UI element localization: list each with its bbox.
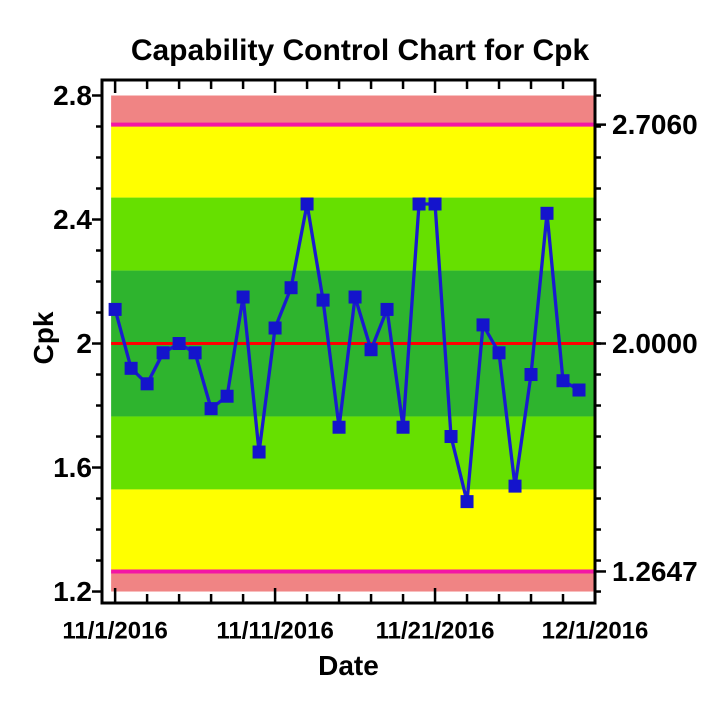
chart-title: Capability Control Chart for Cpk — [130, 34, 590, 67]
data-point-marker — [268, 321, 282, 335]
data-point-marker — [124, 361, 138, 375]
sigma-zone-band — [111, 124, 595, 198]
control-limit-label: 2.0000 — [612, 328, 698, 359]
x-axis-title: Date — [318, 650, 379, 681]
plot-frame — [100, 78, 597, 605]
data-point-marker — [572, 383, 586, 397]
data-point-marker — [428, 197, 442, 211]
data-point-marker — [396, 420, 410, 434]
data-point-marker — [460, 495, 474, 509]
y-tick-label: 2.8 — [53, 80, 92, 111]
data-point-marker — [252, 445, 266, 459]
sigma-zone-band — [111, 197, 595, 271]
data-point-marker — [236, 290, 250, 304]
y-axis-title: Cpk — [28, 311, 59, 365]
x-tick-label: 11/11/2016 — [216, 618, 333, 645]
data-point-marker — [540, 206, 554, 220]
control-limit-label: 1.2647 — [612, 556, 698, 587]
data-point-marker — [188, 346, 202, 360]
data-point-marker — [284, 281, 298, 295]
data-point-marker — [364, 343, 378, 357]
data-point-marker — [316, 293, 330, 307]
y-tick-label: 2 — [76, 328, 92, 359]
data-point-marker — [204, 402, 218, 416]
sigma-zone-band — [111, 489, 595, 572]
data-point-marker — [172, 337, 186, 351]
y-tick-label: 2.4 — [53, 204, 92, 235]
data-point-marker — [380, 302, 394, 316]
data-point-marker — [108, 302, 122, 316]
control-limit-label: 2.7060 — [612, 109, 698, 140]
data-point-marker — [140, 377, 154, 391]
data-point-marker — [524, 368, 538, 382]
x-tick-label: 11/21/2016 — [376, 618, 495, 645]
y-tick-label: 1.6 — [53, 452, 92, 483]
data-point-marker — [332, 420, 346, 434]
data-point-marker — [476, 318, 490, 332]
data-point-marker — [492, 346, 506, 360]
y-tick-label: 1.2 — [53, 576, 92, 607]
data-point-marker — [156, 346, 170, 360]
data-point-marker — [508, 479, 522, 493]
data-point-marker — [348, 290, 362, 304]
data-point-marker — [412, 197, 426, 211]
sigma-zone-band — [111, 95, 595, 125]
data-point-marker — [300, 197, 314, 211]
data-point-marker — [220, 389, 234, 403]
data-point-marker — [556, 374, 570, 388]
x-tick-label: 12/1/2016 — [542, 618, 649, 645]
x-tick-label: 11/1/2016 — [62, 618, 167, 645]
data-point-marker — [444, 430, 458, 444]
sigma-zone-band — [111, 571, 595, 592]
